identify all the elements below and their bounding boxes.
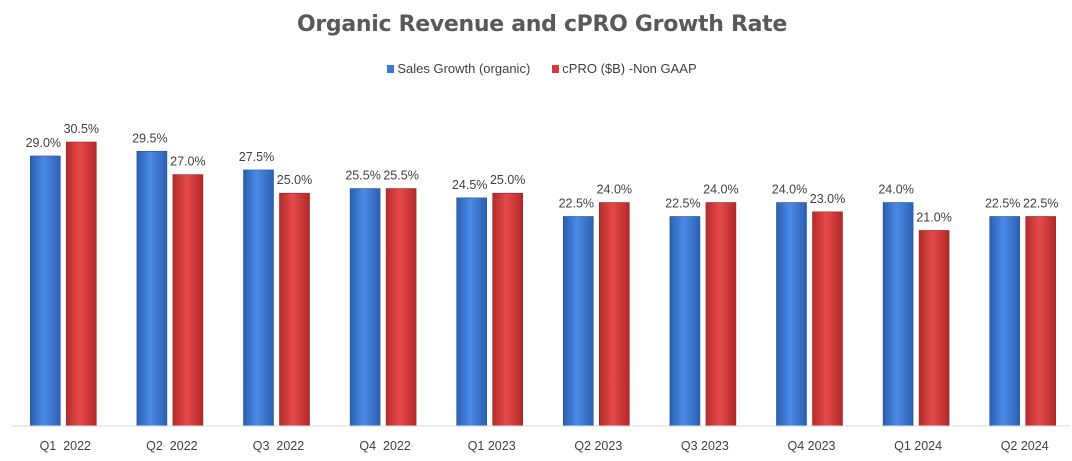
data-label-sales-growth-7: 24.0% <box>772 183 807 197</box>
data-label-cpro-6: 24.0% <box>703 183 738 197</box>
data-label-cpro-3: 25.5% <box>383 169 418 183</box>
bar-cpro-0 <box>66 141 97 427</box>
bar-cpro-5 <box>598 202 630 427</box>
x-tick-label-4: Q1 2023 <box>468 439 516 453</box>
data-label-cpro-7: 23.0% <box>810 192 845 206</box>
x-tick-label-8: Q1 2024 <box>894 439 942 453</box>
bar-sales-growth-9 <box>989 216 1021 427</box>
legend-label-cpro: cPRO ($B) -Non GAAP <box>562 61 697 76</box>
legend-swatch-sales-growth <box>387 64 395 73</box>
data-label-cpro-9: 22.5% <box>1023 196 1058 210</box>
bar-sales-growth-2 <box>243 169 274 427</box>
x-tick-label-0: Q1 2022 <box>40 439 91 453</box>
x-tick-label-2: Q3 2022 <box>253 439 304 453</box>
bar-cpro-8 <box>918 230 950 427</box>
x-tick-label-1: Q2 2022 <box>146 439 197 453</box>
legend: Sales Growth (organic) cPRO ($B) -Non GA… <box>0 61 1072 76</box>
data-label-cpro-1: 27.0% <box>170 155 205 169</box>
data-label-sales-growth-8: 24.0% <box>878 183 913 197</box>
bar-cpro-1 <box>172 174 204 427</box>
x-tick-label-7: Q4 2023 <box>788 439 836 453</box>
bar-sales-growth-7 <box>776 202 807 427</box>
x-tick-label-6: Q3 2023 <box>681 439 729 453</box>
data-label-sales-growth-3: 25.5% <box>345 169 380 183</box>
data-label-cpro-2: 25.0% <box>277 173 312 187</box>
bar-sales-growth-6 <box>669 216 701 427</box>
legend-item-cpro: cPRO ($B) -Non GAAP <box>552 61 697 76</box>
data-label-sales-growth-5: 22.5% <box>559 196 594 210</box>
bar-sales-growth-0 <box>29 155 61 427</box>
data-label-cpro-8: 21.0% <box>916 210 951 224</box>
data-label-cpro-0: 30.5% <box>64 122 99 136</box>
bar-cpro-9 <box>1025 216 1056 427</box>
data-label-sales-growth-6: 22.5% <box>665 196 700 210</box>
x-tick-label-9: Q2 2024 <box>1001 439 1049 453</box>
data-label-cpro-4: 25.0% <box>490 173 525 187</box>
legend-label-sales-growth: Sales Growth (organic) <box>397 61 531 76</box>
chart-title: Organic Revenue and cPRO Growth Rate <box>296 12 788 37</box>
bar-sales-growth-3 <box>349 188 381 427</box>
bar-cpro-6 <box>705 202 737 427</box>
data-label-sales-growth-1: 29.5% <box>132 131 167 145</box>
bar-sales-growth-1 <box>136 151 168 427</box>
x-tick-label-3: Q4 2022 <box>359 439 410 453</box>
data-label-cpro-5: 24.0% <box>597 183 632 197</box>
bar-sales-growth-5 <box>562 216 594 427</box>
bar-cpro-2 <box>279 192 310 427</box>
data-label-sales-growth-2: 27.5% <box>239 150 274 164</box>
bar-sales-growth-4 <box>456 197 488 427</box>
bar-cpro-3 <box>385 188 417 427</box>
data-label-sales-growth-4: 24.5% <box>452 178 487 192</box>
bar-sales-growth-8 <box>882 202 914 427</box>
data-label-sales-growth-9: 22.5% <box>985 196 1020 210</box>
x-tick-label-5: Q2 2023 <box>574 439 622 453</box>
legend-swatch-cpro <box>552 64 560 73</box>
bar-cpro-4 <box>492 192 524 427</box>
legend-item-sales-growth: Sales Growth (organic) <box>387 61 530 76</box>
bar-cpro-7 <box>812 211 843 427</box>
data-label-sales-growth-0: 29.0% <box>26 136 61 150</box>
